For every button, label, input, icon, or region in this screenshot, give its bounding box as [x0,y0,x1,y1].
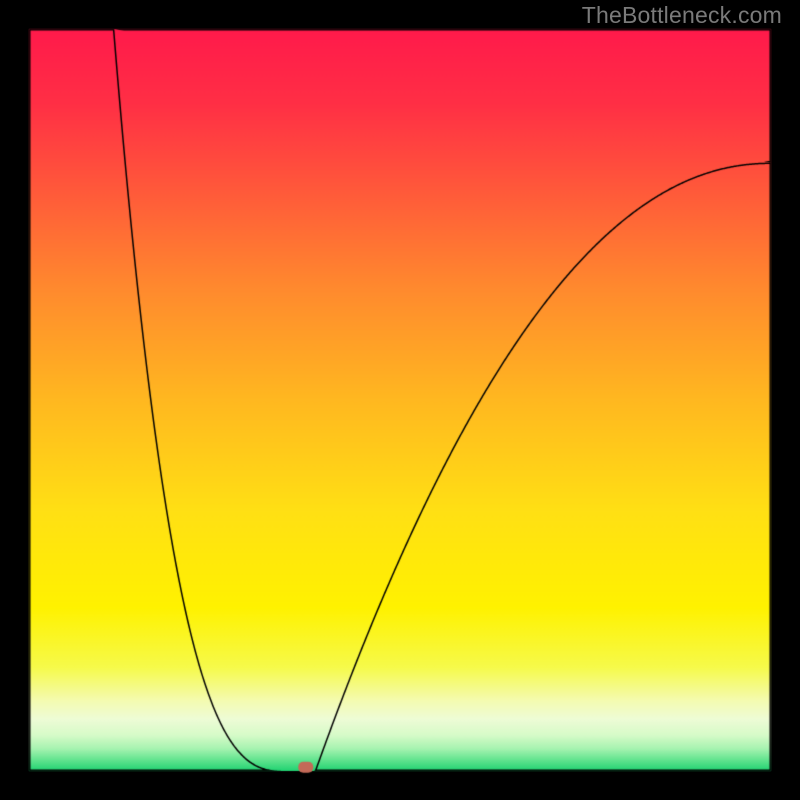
chart-stage: TheBottleneck.com [0,0,800,800]
curve-canvas [0,0,800,800]
watermark-text: TheBottleneck.com [582,2,782,29]
